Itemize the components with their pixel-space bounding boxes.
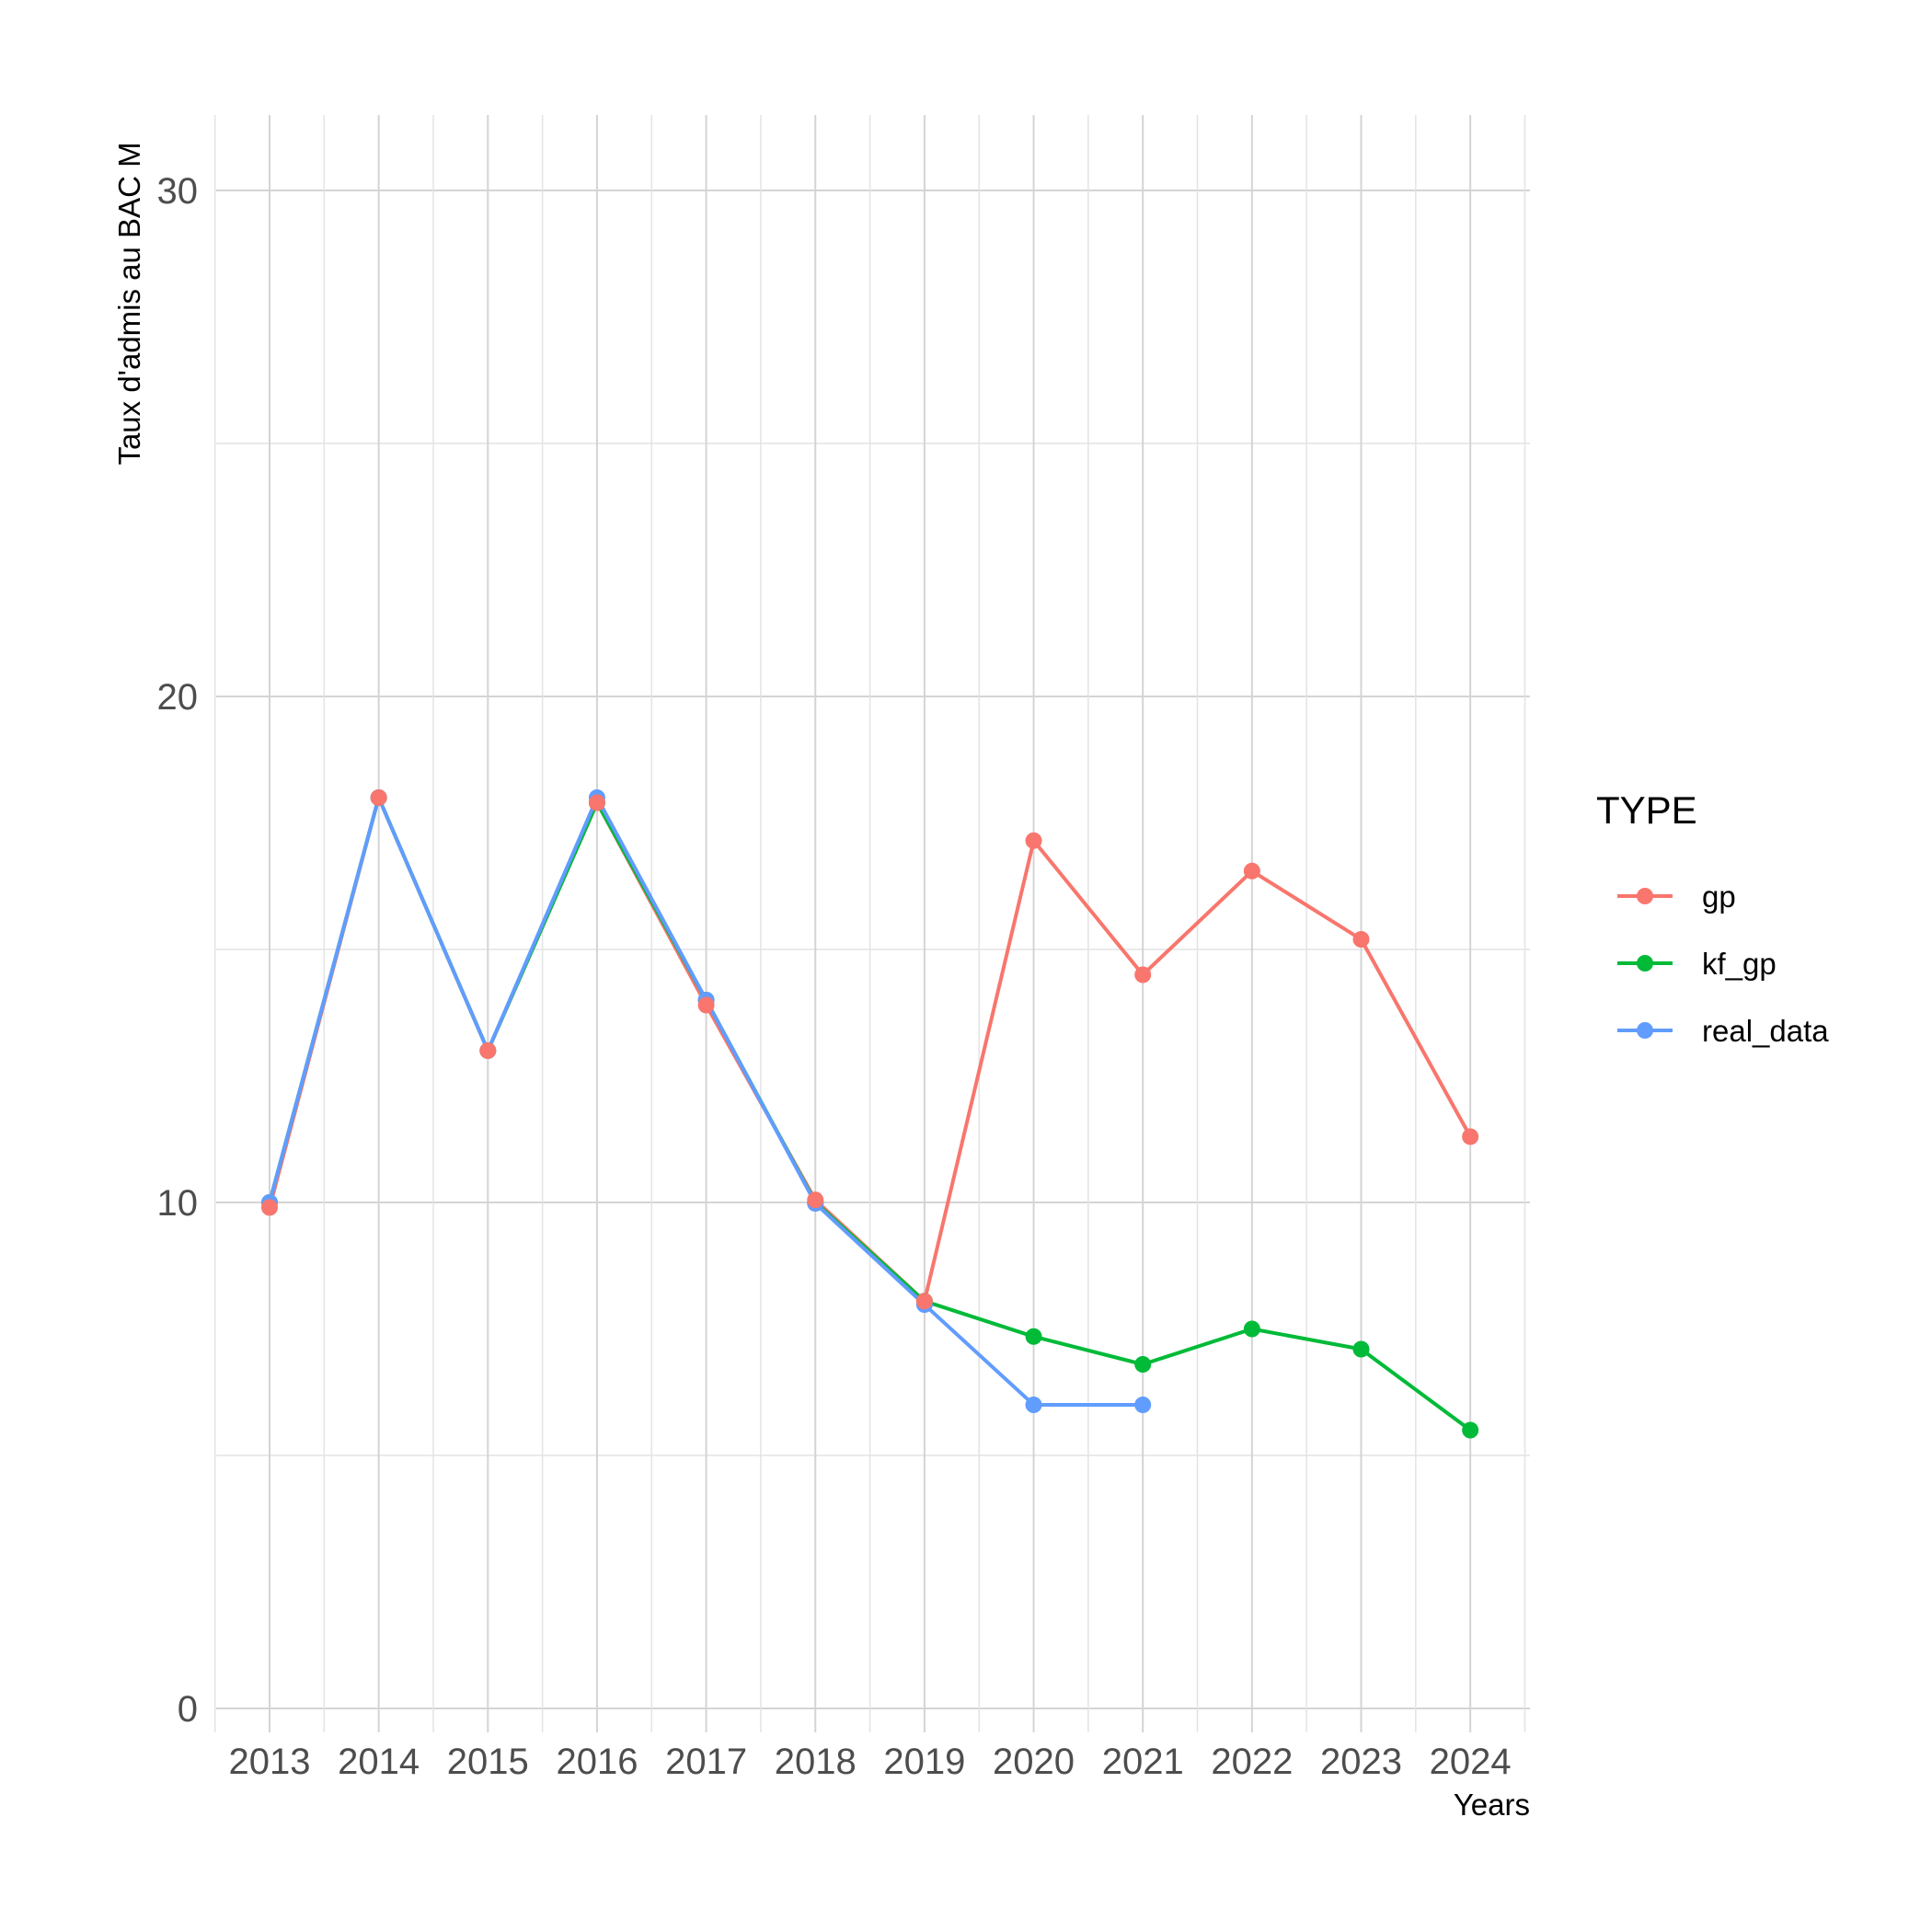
legend-key-point [1637,888,1653,904]
y-tick-label: 20 [157,677,199,718]
y-axis-ticks: 0 10 20 30 [157,171,199,1730]
x-tick-label: 2016 [556,1742,638,1782]
data-point-gp [1243,862,1260,880]
data-point-gp [1134,966,1152,983]
x-tick-label: 2024 [1430,1742,1512,1782]
data-point-kf_gp [1134,1356,1152,1373]
legend-label: gp [1702,880,1736,914]
legend-item-kf_gp: kf_gp [1617,947,1777,981]
data-point-kf_gp [1462,1421,1479,1439]
x-tick-label: 2021 [1102,1742,1184,1782]
x-axis-ticks: 2013 2014 2015 2016 2017 2018 2019 2020 2021 2022… [229,1742,1512,1782]
data-point-kf_gp [1243,1320,1260,1338]
data-point-real_data [1134,1397,1152,1413]
x-axis-title: Years [1454,1788,1530,1822]
x-tick-label: 2020 [993,1742,1075,1782]
data-point-gp [1462,1128,1479,1145]
x-tick-label: 2023 [1320,1742,1402,1782]
data-point-kf_gp [1352,1340,1370,1358]
data-point-gp [915,1293,933,1310]
x-tick-label: 2022 [1211,1742,1293,1782]
legend-label: kf_gp [1702,947,1777,981]
legend-key-point [1637,955,1653,972]
x-tick-label: 2014 [338,1742,420,1782]
data-point-real_data [1025,1397,1042,1413]
legend: TYPE gp kf_gp real_data [1596,788,1829,1048]
data-point-kf_gp [1025,1328,1042,1345]
legend-item-gp: gp [1617,880,1736,914]
x-tick-label: 2018 [775,1742,857,1782]
data-point-gp [697,996,715,1014]
x-tick-label: 2013 [229,1742,311,1782]
data-point-gp [588,794,605,811]
y-tick-label: 30 [157,171,199,212]
data-point-gp [479,1042,497,1059]
legend-label: real_data [1702,1014,1829,1048]
x-tick-label: 2015 [447,1742,529,1782]
y-tick-label: 10 [157,1183,199,1224]
legend-key-point [1637,1022,1653,1039]
legend-item-real_data: real_data [1617,1014,1829,1048]
legend-items: gp kf_gp real_data [1617,880,1829,1048]
data-point-gp [1352,931,1370,948]
data-point-gp [807,1191,824,1209]
y-axis-title: Taux d'admis au BAC M [112,142,146,465]
data-point-gp [261,1199,278,1216]
x-tick-label: 2017 [665,1742,747,1782]
x-tick-label: 2019 [883,1742,965,1782]
legend-title: TYPE [1596,788,1697,832]
y-tick-label: 0 [178,1689,198,1730]
data-point-gp [1025,832,1042,849]
data-point-gp [370,789,387,806]
series-group [261,789,1479,1439]
grid [213,115,1530,1732]
